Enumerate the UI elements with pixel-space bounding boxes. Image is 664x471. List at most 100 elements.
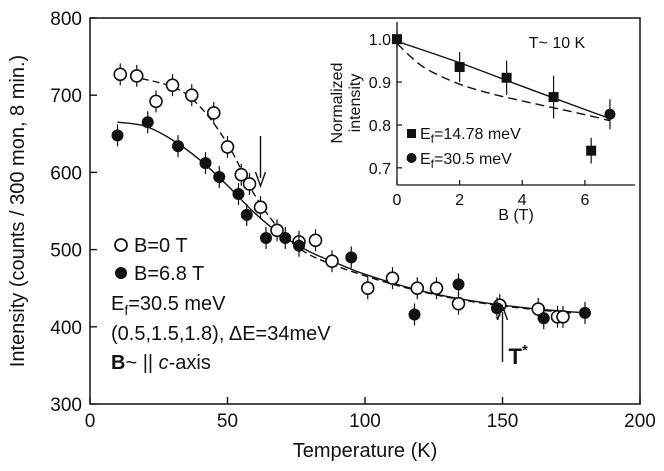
inset-square-point bbox=[548, 92, 559, 103]
data-point-b68 bbox=[111, 129, 124, 142]
ef-main-value: =30.5 meV bbox=[128, 293, 226, 315]
inset-leg2-value: =30.5 meV bbox=[434, 151, 512, 168]
main-ticks: 0 50 100 150 200 300 400 500 600 700 800 bbox=[50, 9, 656, 432]
ef-main-e: E bbox=[111, 293, 124, 315]
arrow-up-head bbox=[496, 303, 509, 321]
y-tick-label: 300 bbox=[50, 395, 82, 416]
data-point-b68 bbox=[213, 171, 226, 184]
inset-ticks: 0 2 4 6 0.7 0.8 0.9 1.0 bbox=[369, 32, 590, 209]
inset-square-point bbox=[392, 34, 402, 45]
data-point-b68 bbox=[345, 251, 358, 264]
data-point-b0 bbox=[270, 223, 284, 238]
inset-square-point bbox=[454, 62, 465, 73]
inset-data-points bbox=[392, 30, 616, 164]
inset-y-title-line2: intensity bbox=[347, 74, 364, 133]
y-tick-label: 700 bbox=[50, 86, 82, 107]
data-point-b0 bbox=[129, 69, 144, 83]
inset-legend-circle-marker bbox=[406, 153, 417, 163]
inset-legend-square-marker bbox=[407, 129, 416, 138]
data-point-b0 bbox=[165, 78, 180, 92]
data-point-b0 bbox=[253, 200, 268, 214]
inset-leg2-e: E bbox=[420, 151, 431, 168]
y-axis-title: Intensity (counts / 300 mon, 8 min.) bbox=[7, 55, 29, 367]
data-point-b68 bbox=[172, 140, 184, 153]
data-point-b0 bbox=[451, 296, 466, 311]
data-point-b68 bbox=[579, 306, 591, 319]
main-data-points bbox=[111, 63, 591, 330]
inset-fit-lines bbox=[396, 40, 611, 122]
data-point-b68 bbox=[240, 208, 253, 221]
field-c-italic: c bbox=[159, 352, 169, 374]
data-point-b0 bbox=[234, 167, 249, 182]
data-point-b0 bbox=[429, 281, 444, 296]
data-point-b68 bbox=[279, 232, 292, 245]
inset-title: T~ 10 K bbox=[529, 35, 586, 52]
inset-background bbox=[397, 22, 635, 185]
data-point-b68 bbox=[452, 278, 465, 291]
inset-leg1-e: E bbox=[420, 126, 431, 143]
x-axis-title: Temperature (K) bbox=[293, 440, 438, 462]
field-axis-rest: -axis bbox=[169, 352, 211, 374]
data-point-b0 bbox=[149, 94, 163, 109]
data-point-b0 bbox=[556, 309, 570, 324]
inset-leg2-sub: f bbox=[431, 157, 435, 171]
data-point-b68 bbox=[260, 232, 272, 245]
y-tick-label: 800 bbox=[50, 9, 82, 30]
data-point-b0 bbox=[242, 177, 257, 191]
x-tick-label: 150 bbox=[487, 411, 519, 432]
annotation-arrows bbox=[254, 136, 509, 362]
inset-y-tick-label: 0.9 bbox=[369, 75, 391, 92]
inset-leg1-value: =14.78 meV bbox=[434, 126, 521, 143]
legend-q-line: (0.5,1.5,1.8), ΔE=34meV bbox=[111, 323, 331, 345]
legend-open-circle-marker bbox=[114, 238, 128, 252]
inset-x-tick-label: 4 bbox=[518, 192, 527, 209]
field-b-bold: B bbox=[111, 352, 125, 374]
x-tick-label: 50 bbox=[217, 411, 238, 432]
inset-square-point bbox=[501, 72, 512, 83]
inset-x-tick-label: 2 bbox=[455, 192, 464, 209]
data-point-b68 bbox=[141, 116, 154, 129]
inset-leg1-sub: f bbox=[431, 132, 435, 146]
y-tick-label: 400 bbox=[50, 318, 82, 339]
data-point-b0 bbox=[113, 67, 128, 82]
arrow-down-head bbox=[254, 171, 267, 189]
ef-main-sub: f bbox=[124, 302, 128, 318]
inset-fit-solid bbox=[396, 40, 611, 120]
legend-ef-text: Ef=30.5 meV bbox=[111, 293, 226, 318]
data-point-b0 bbox=[360, 281, 375, 296]
t-star-label: T* bbox=[509, 342, 528, 369]
data-point-b68 bbox=[232, 188, 245, 201]
y-tick-label: 600 bbox=[50, 163, 82, 184]
field-tilde-par: ~ || bbox=[125, 352, 158, 374]
inset-x-tick-label: 0 bbox=[393, 192, 402, 209]
data-point-b0 bbox=[385, 271, 400, 285]
data-point-b0 bbox=[220, 140, 235, 154]
legend-filled-circle-marker bbox=[115, 267, 127, 279]
inset-y-tick-label: 0.7 bbox=[369, 161, 391, 178]
data-point-b0 bbox=[184, 88, 199, 102]
main-legend: B=0 T B=6.8 T Ef=30.5 meV (0.5,1.5,1.8),… bbox=[111, 235, 331, 374]
data-point-b0 bbox=[206, 106, 221, 120]
inset-circle-point bbox=[604, 108, 616, 120]
data-point-b0 bbox=[308, 233, 323, 248]
legend-b68-label: B=6.8 T bbox=[134, 263, 204, 285]
data-point-b68 bbox=[408, 308, 421, 321]
t-star-t: T bbox=[509, 344, 523, 369]
inset-legend-ef1478: Ef=14.78 meV bbox=[420, 126, 521, 146]
data-point-b0 bbox=[410, 281, 425, 296]
x-tick-label: 200 bbox=[624, 411, 656, 432]
y-tick-label: 500 bbox=[50, 241, 82, 262]
inset-y-title-line1: Normalized bbox=[329, 63, 346, 144]
data-point-b0 bbox=[325, 254, 339, 268]
inset-x-axis-title: B (T) bbox=[498, 207, 534, 224]
inset-square-point bbox=[586, 145, 597, 156]
x-tick-label: 100 bbox=[349, 411, 381, 432]
inset-y-tick-label: 1.0 bbox=[369, 32, 391, 49]
data-point-b68 bbox=[199, 157, 212, 170]
inset-y-tick-label: 0.8 bbox=[369, 118, 391, 135]
inset-legend-ef305: Ef=30.5 meV bbox=[420, 151, 512, 171]
legend-field-direction: B~ || c-axis bbox=[111, 352, 211, 374]
t-star-sup: * bbox=[522, 342, 528, 359]
